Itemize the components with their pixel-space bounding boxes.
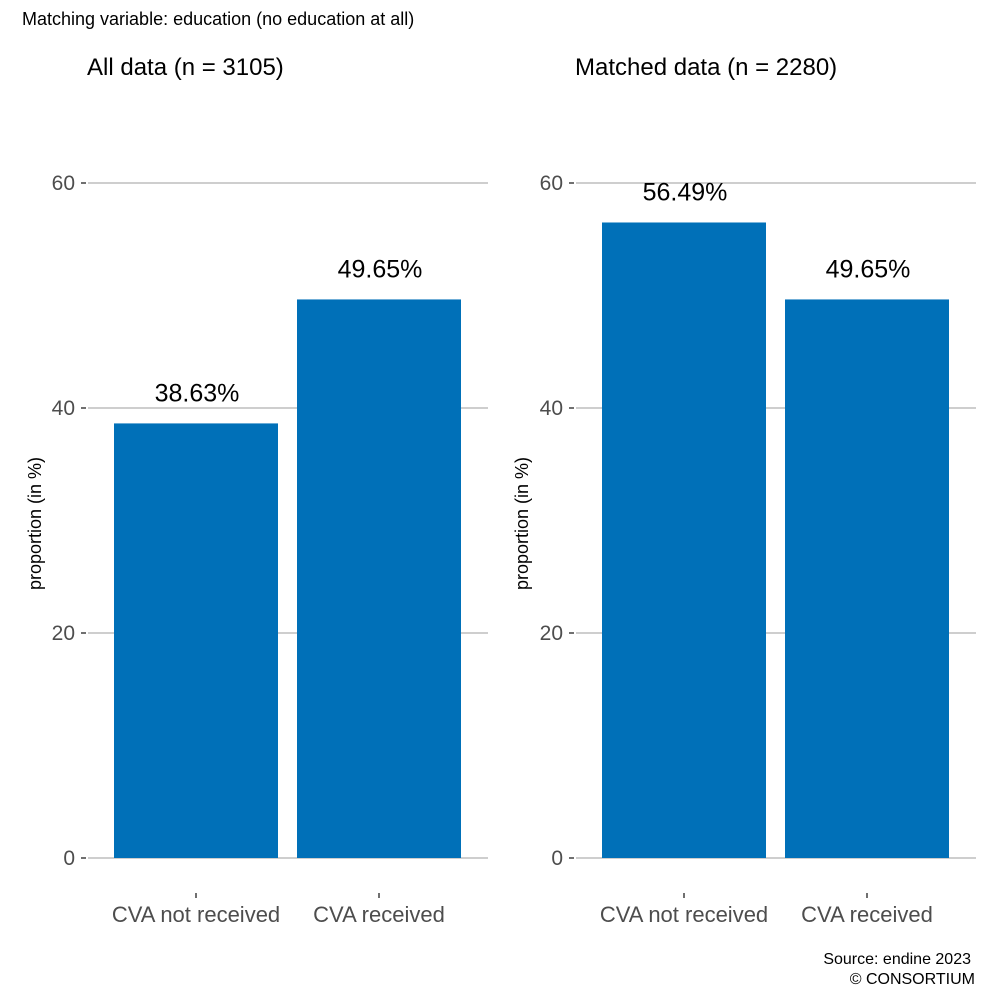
supertitle: Matching variable: education (no educati…: [22, 9, 414, 29]
panel-title: All data (n = 3105): [87, 54, 284, 81]
bar-value-label: 38.63%: [155, 379, 240, 407]
bar: [114, 423, 278, 858]
bar: [297, 299, 461, 858]
bar-value-label: 56.49%: [643, 178, 728, 206]
y-tick-label: 20: [52, 622, 75, 645]
bar: [602, 222, 766, 859]
y-tick-label: 60: [52, 172, 75, 195]
copyright-note: © CONSORTIUM: [850, 971, 975, 988]
y-axis-label: proportion (in %): [25, 457, 45, 590]
y-tick-label: 40: [52, 397, 75, 420]
y-tick-label: 0: [63, 847, 75, 870]
panel-title: Matched data (n = 2280): [575, 54, 837, 81]
x-category-label: CVA not received: [112, 902, 280, 927]
y-tick-label: 40: [540, 397, 563, 420]
panel-2: Matched data (n = 2280) 0 20 40 60 proportion…: [512, 54, 976, 927]
x-category-label: CVA not received: [600, 902, 768, 927]
source-note: Source: endine 2023: [823, 951, 971, 968]
bar: [785, 299, 949, 858]
panel-1: All data (n = 3105) 0 20 40 60 proportion (in…: [25, 54, 488, 927]
y-tick-label: 60: [540, 172, 563, 195]
y-tick-label: 20: [540, 622, 563, 645]
y-tick-label: 0: [551, 847, 563, 870]
y-axis-label: proportion (in %): [512, 457, 532, 590]
bar-value-label: 49.65%: [338, 255, 423, 283]
x-category-label: CVA received: [801, 902, 933, 927]
bar-value-label: 49.65%: [826, 255, 911, 283]
x-category-label: CVA received: [313, 902, 445, 927]
